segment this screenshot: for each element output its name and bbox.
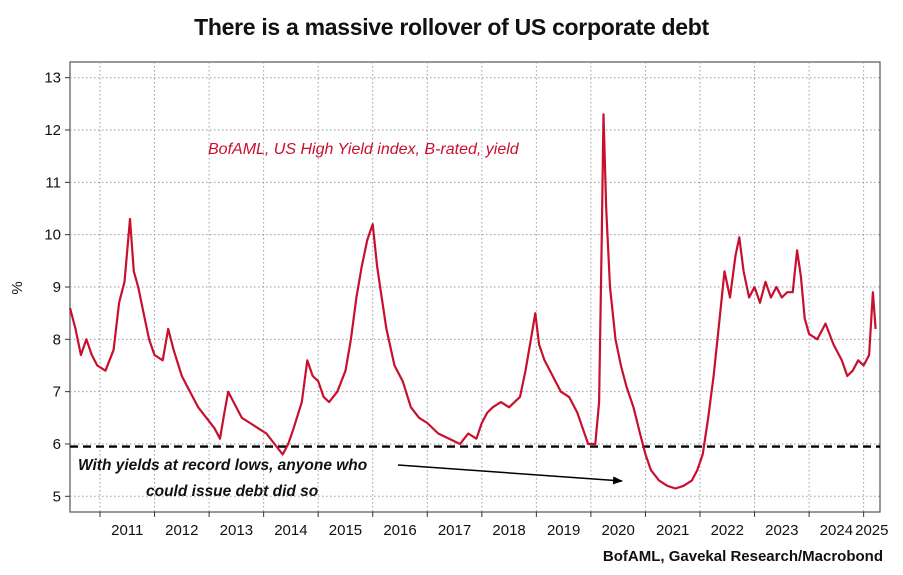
x-axis: 2011 2012 2013 2014 2015 2016 2017 2018 2019 2020… <box>99 512 889 539</box>
y-axis: 5 6 7 8 9 10 11 12 13 <box>44 70 70 505</box>
x-tick-label: 2016 <box>383 522 416 539</box>
annotation-line-2: could issue debt did so <box>146 483 318 500</box>
y-tick-label: 7 <box>53 384 61 401</box>
y-tick-label: 6 <box>53 436 61 453</box>
annotation-line-1: With yields at record lows, anyone who <box>78 457 367 474</box>
series-line-high-yield <box>68 113 877 490</box>
grid <box>70 62 880 512</box>
x-tick-label: 2020 <box>601 522 634 539</box>
x-tick-label: 2017 <box>438 522 471 539</box>
x-tick-label: 2024 <box>820 522 853 539</box>
source-credit: BofAML, Gavekal Research/Macrobond <box>602 548 883 565</box>
x-tick-label: 2025 <box>855 522 888 539</box>
x-tick-label: 2022 <box>711 522 744 539</box>
y-tick-label: 5 <box>53 488 61 505</box>
y-tick-label: 13 <box>44 70 61 87</box>
x-tick-label: 2012 <box>165 522 198 539</box>
y-tick-label: 12 <box>44 122 61 139</box>
chart-title: There is a massive rollover of US corpor… <box>194 14 709 40</box>
y-tick-label: 9 <box>53 279 61 296</box>
x-tick-label: 2013 <box>220 522 253 539</box>
series-label: BofAML, US High Yield index, B-rated, yi… <box>208 141 520 158</box>
y-axis-label: % <box>9 281 26 294</box>
x-tick-label: 2018 <box>492 522 525 539</box>
x-tick-label: 2019 <box>547 522 580 539</box>
y-tick-label: 8 <box>53 331 61 348</box>
x-tick-label: 2021 <box>656 522 689 539</box>
y-tick-label: 11 <box>45 174 61 191</box>
x-tick-label: 2023 <box>765 522 798 539</box>
annotation-arrow <box>397 464 623 485</box>
x-tick-label: 2011 <box>111 522 143 539</box>
y-tick-label: 10 <box>44 227 61 244</box>
x-tick-label: 2015 <box>329 522 362 539</box>
x-tick-label: 2014 <box>274 522 307 539</box>
